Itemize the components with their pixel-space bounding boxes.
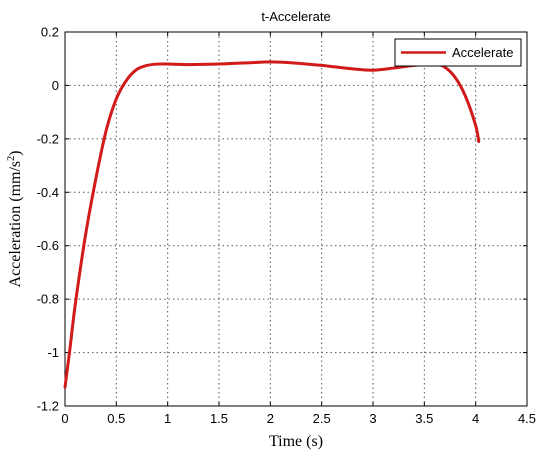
- plot-area: [64, 31, 528, 407]
- x-tick-label: 0.5: [107, 411, 125, 426]
- y-tick-label: -1.2: [37, 399, 59, 414]
- y-axis-label: Acceleration (mm/s2): [6, 151, 24, 288]
- y-tick-label: 0: [52, 78, 59, 93]
- y-tick-label: -0.8: [37, 292, 59, 307]
- y-tick-label: -0.4: [37, 185, 59, 200]
- y-tick-label: -0.6: [37, 238, 59, 253]
- y-tick-label: -0.2: [37, 131, 59, 146]
- x-tick-label: 1.5: [210, 411, 228, 426]
- y-axis-label-main: Acceleration (mm/s: [7, 161, 24, 288]
- x-tick-label: 3: [369, 411, 376, 426]
- y-axis-label-close: ): [7, 151, 24, 156]
- x-tick-label: 4.5: [518, 411, 536, 426]
- x-tick-label: 0: [61, 411, 68, 426]
- legend: Accelerate: [394, 38, 522, 67]
- x-tick-label: 2: [267, 411, 274, 426]
- legend-label-accelerate: Accelerate: [452, 45, 513, 60]
- x-axis-label: Time (s): [269, 433, 323, 450]
- x-tick-label: 4: [472, 411, 479, 426]
- x-tick-label: 3.5: [415, 411, 433, 426]
- y-axis-label-superscript: 2: [6, 156, 17, 161]
- y-tick-label: -1: [47, 345, 59, 360]
- x-tick-label: 2.5: [313, 411, 331, 426]
- grid-lines: [65, 32, 527, 406]
- y-axis-ticks: 0.2 0 -0.2 -0.4 -0.6 -0.8 -1 -1.2: [37, 25, 527, 414]
- chart-title: t-Accelerate: [261, 9, 330, 24]
- x-tick-label: 1: [164, 411, 171, 426]
- y-tick-label: 0.2: [41, 25, 59, 40]
- x-axis-ticks: 0 0.5 1 1.5 2 2.5 3 3.5 4 4.5: [61, 32, 536, 426]
